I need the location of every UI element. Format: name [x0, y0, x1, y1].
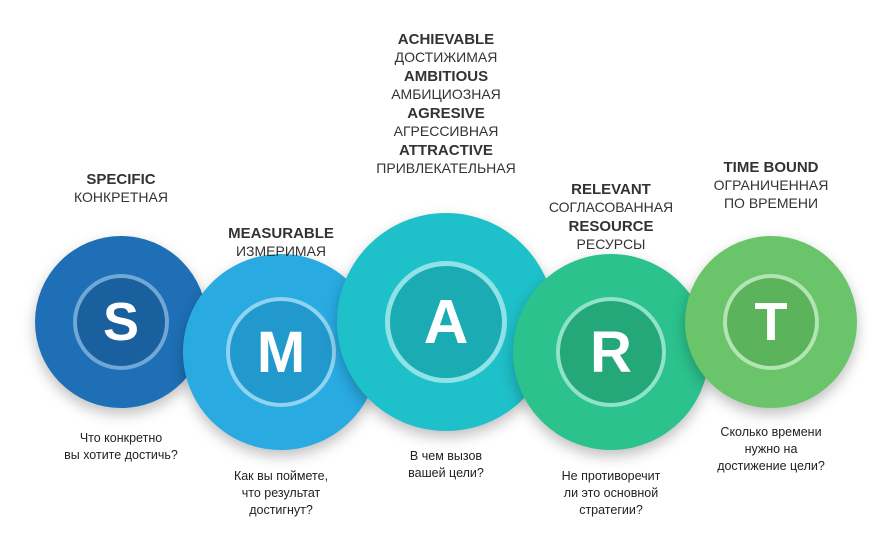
question-a-line-0: В чем вызов [356, 448, 536, 465]
header-m-ru-0: ИЗМЕРИМАЯ [181, 243, 381, 261]
question-m-line-2: достигнут? [191, 502, 371, 519]
header-a-en-2: AGRESIVE [346, 104, 546, 123]
question-r-line-1: ли это основной [521, 485, 701, 502]
header-a-en-0: ACHIEVABLE [346, 30, 546, 49]
header-a-en-1: AMBITIOUS [346, 67, 546, 86]
question-r-line-2: стратегии? [521, 502, 701, 519]
question-s: Что конкретновы хотите достичь? [31, 430, 211, 464]
header-r-ru-1: РЕСУРСЫ [511, 236, 711, 254]
header-a-ru-3: ПРИВЛЕКАТЕЛЬНАЯ [346, 160, 546, 178]
circle-s-inner: S [73, 274, 169, 370]
circle-r-inner: R [556, 297, 666, 407]
question-a-line-1: вашей цели? [356, 465, 536, 482]
header-a-ru-0: ДОСТИЖИМАЯ [346, 49, 546, 67]
question-s-line-0: Что конкретно [31, 430, 211, 447]
circle-t-inner: T [723, 274, 819, 370]
header-m: MEASURABLEИЗМЕРИМАЯ [181, 224, 381, 261]
question-m-line-0: Как вы поймете, [191, 468, 371, 485]
question-m: Как вы поймете,что результатдостигнут? [191, 468, 371, 519]
header-a-ru-1: АМБИЦИОЗНАЯ [346, 86, 546, 104]
header-t-ru-0: ОГРАНИЧЕННАЯ [671, 177, 871, 195]
circle-a-inner: A [385, 261, 507, 383]
circle-s: S [35, 236, 207, 408]
question-a: В чем вызоввашей цели? [356, 448, 536, 482]
header-t-en-0: TIME BOUND [671, 158, 871, 177]
letter-m: M [257, 319, 305, 386]
question-t-line-1: нужно на [681, 441, 861, 458]
question-r: Не противоречитли это основнойстратегии? [521, 468, 701, 519]
question-t-line-0: Сколько времени [681, 424, 861, 441]
question-m-line-1: что результат [191, 485, 371, 502]
header-a-en-3: ATTRACTIVE [346, 141, 546, 160]
question-t-line-2: достижение цели? [681, 458, 861, 475]
header-t-ru-1: ПО ВРЕМЕНИ [671, 195, 871, 213]
circle-r: R [513, 254, 709, 450]
header-m-en-0: MEASURABLE [181, 224, 381, 243]
letter-r: R [590, 319, 632, 386]
question-s-line-1: вы хотите достичь? [31, 447, 211, 464]
header-r-en-1: RESOURCE [511, 217, 711, 236]
header-a: ACHIEVABLEДОСТИЖИМАЯAMBITIOUSАМБИЦИОЗНАЯ… [346, 30, 546, 178]
header-s-ru-0: КОНКРЕТНАЯ [21, 189, 221, 207]
circle-m-inner: M [226, 297, 336, 407]
question-r-line-0: Не противоречит [521, 468, 701, 485]
question-t: Сколько временинужно надостижение цели? [681, 424, 861, 475]
header-a-ru-2: АГРЕССИВНАЯ [346, 123, 546, 141]
letter-t: T [755, 291, 788, 353]
header-s: SPECIFICКОНКРЕТНАЯ [21, 170, 221, 207]
header-s-en-0: SPECIFIC [21, 170, 221, 189]
letter-s: S [103, 291, 139, 353]
header-t: TIME BOUNDОГРАНИЧЕННАЯПО ВРЕМЕНИ [671, 158, 871, 213]
letter-a: A [424, 287, 469, 358]
circle-t: T [685, 236, 857, 408]
